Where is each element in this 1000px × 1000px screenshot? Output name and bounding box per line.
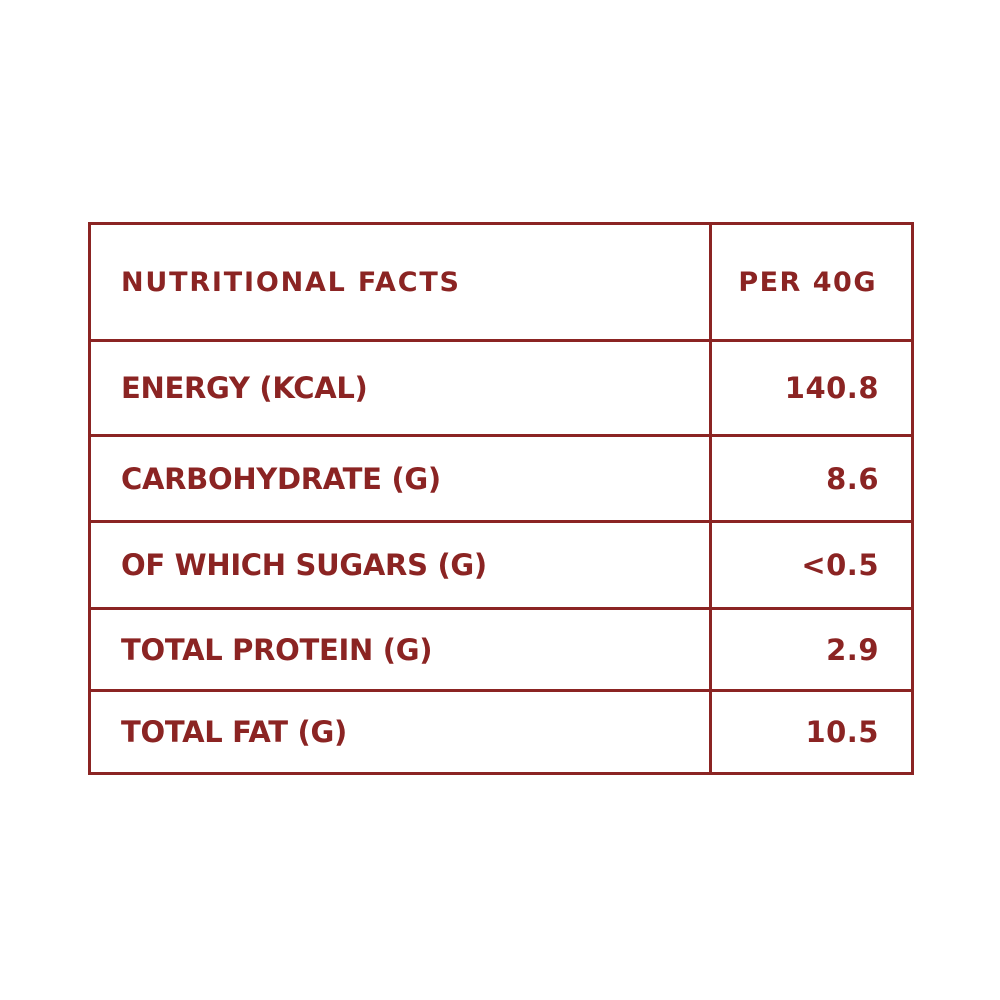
row-label-protein: TOTAL PROTEIN (G) <box>121 632 433 667</box>
row-value-energy: 140.8 <box>784 371 879 405</box>
row-label-sugars: OF WHICH SUGARS (G) <box>121 548 487 582</box>
table-row: TOTAL PROTEIN (G) 2.9 <box>91 610 911 692</box>
row-value-carbohydrate: 8.6 <box>826 461 879 496</box>
nutrition-facts-table: NUTRITIONAL FACTS PER 40G ENERGY (KCAL) … <box>88 222 914 775</box>
table-row: ENERGY (KCAL) 140.8 <box>91 342 911 437</box>
header-label: NUTRITIONAL FACTS <box>121 266 461 298</box>
row-value-protein: 2.9 <box>826 632 879 667</box>
row-value-sugars: <0.5 <box>801 548 879 582</box>
table-row: OF WHICH SUGARS (G) <0.5 <box>91 523 911 610</box>
table-row: CARBOHYDRATE (G) 8.6 <box>91 437 911 523</box>
row-label-energy: ENERGY (KCAL) <box>121 371 368 405</box>
row-label-fat: TOTAL FAT (G) <box>121 715 347 749</box>
row-label-carbohydrate: CARBOHYDRATE (G) <box>121 461 441 496</box>
row-value-fat: 10.5 <box>805 715 879 749</box>
table-header-row: NUTRITIONAL FACTS PER 40G <box>91 225 911 342</box>
column-divider <box>709 225 712 772</box>
table-row: TOTAL FAT (G) 10.5 <box>91 692 911 772</box>
header-value: PER 40G <box>738 266 877 298</box>
